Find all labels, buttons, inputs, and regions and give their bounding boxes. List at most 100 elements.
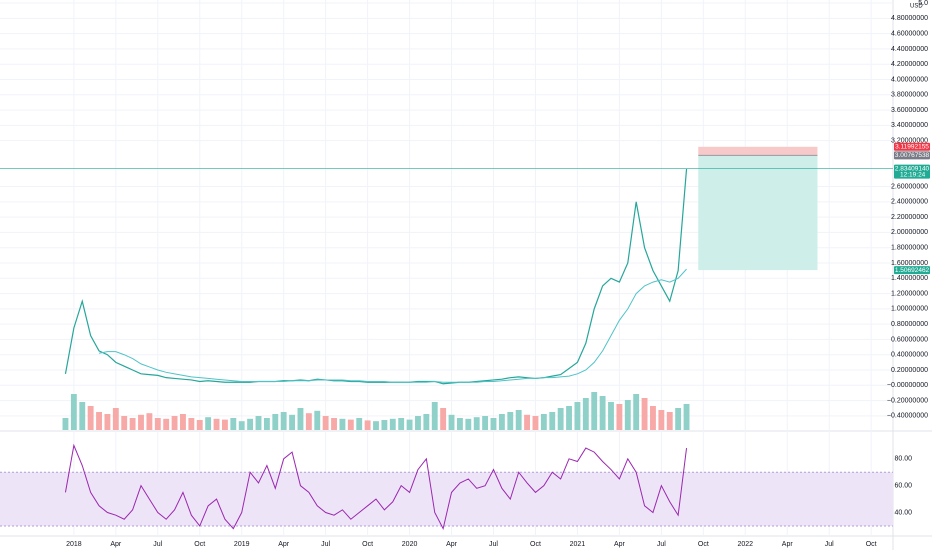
x-tick-label: Jul [153,541,162,548]
x-tick-label: Jul [489,541,498,548]
y-tick-label: 2.20000000 [891,214,928,221]
volume-bar [364,420,371,430]
target-tag-label: 1.50692462 [895,267,930,274]
rsi-tick-label: 40.00 [894,509,912,516]
volume-bar [406,419,413,430]
y-tick-label: 4.60000000 [891,30,928,37]
volume-bar [280,412,287,430]
volume-bar [154,418,161,430]
volume-bar [339,418,346,430]
y-tick-label: 1.80000000 [891,245,928,252]
volume-bar [658,410,665,430]
y-tick-label: 1.60000000 [891,260,928,267]
volume-bar [347,419,354,430]
volume-bar [322,416,329,430]
volume-bar [96,412,102,430]
volume-bar [297,408,304,430]
volume-bar [582,398,589,430]
volume-bar [87,406,94,430]
volume-bar [683,404,690,430]
x-tick-label: 2021 [570,541,586,548]
volume-bar [163,418,170,430]
x-tick-label: Oct [866,541,877,548]
volume-bar [79,402,86,430]
volume-bar [180,414,186,430]
x-tick-label: Apr [110,541,122,548]
volume-bar [624,400,631,430]
volume-bar [398,418,405,430]
volume-bar [171,416,178,430]
y-tick-label: 0.60000000 [891,336,928,343]
volume-bar [448,414,455,430]
y-tick-label: 0.80000000 [891,321,928,328]
volume-bar [230,418,237,430]
volume-bar [331,418,337,430]
volume-bar [557,408,564,430]
x-tick-label: 2018 [66,541,82,548]
rsi-tick-label: 60.00 [894,483,912,490]
volume-bar [616,404,623,430]
y-tick-label: 4.80000000 [891,15,928,22]
y-tick-label: 3.40000000 [891,122,928,129]
volume-bar [490,418,497,430]
x-tick-label: Apr [782,541,794,548]
y-tick-label: 1.20000000 [891,290,928,297]
y-tick-label: −0.00000000 [887,382,928,389]
x-tick-label: Oct [362,541,373,548]
volume-bar [641,398,648,430]
stop-tag-label: 3.11992155 [895,144,929,151]
volume-bar [507,412,514,430]
y-tick-label: 3.80000000 [891,92,928,99]
y-tick-label: 4.00000000 [891,76,928,83]
x-tick-label: 2019 [234,541,250,548]
volume-bar [574,402,581,430]
volume-bar [591,392,598,430]
stop-tag [894,142,930,151]
volume-bar [666,412,673,430]
y-tick-label: 2.60000000 [891,183,928,190]
volume-bar [423,414,430,430]
volume-bar [675,408,682,430]
volume-bar [289,414,296,430]
volume-bar [532,416,539,430]
y-tick-label: 0.20000000 [891,367,928,374]
x-tick-label: 2020 [402,541,418,548]
y-tick-label: 2.40000000 [891,199,928,206]
y-tick-label: 3.20000000 [891,138,928,145]
target-tag [894,266,930,275]
y-tick-label: 4.40000000 [891,46,928,53]
volume-bar [608,402,614,430]
x-tick-label: 2022 [737,541,753,548]
volume-bar [70,394,77,430]
entry-tag [894,151,930,160]
volume-bar [213,418,220,430]
volume-bar [138,414,144,430]
volume-bar [272,414,279,430]
y-tick-label: 5.0 [918,0,928,7]
volume-bar [305,413,312,430]
volume-bar [456,418,463,430]
volume-bar [415,416,421,430]
volume-bar [566,406,572,430]
y-tick-label: 0.40000000 [891,352,928,359]
y-tick-label: 1.40000000 [891,275,928,282]
volume-bar [255,416,262,430]
volume-bar [633,394,640,430]
volume-bar [205,417,212,430]
volume-bar [373,421,379,430]
volume-bar [549,412,556,430]
y-tick-label: 1.00000000 [891,306,928,313]
stop-zone [698,146,818,156]
volume-bar [524,414,531,430]
volume-bar [188,418,195,430]
x-tick-label: Oct [194,541,205,548]
volume-bar [356,418,363,430]
volume-bar [263,418,270,430]
volume-bar [121,416,128,430]
volume-bar [314,410,321,430]
x-tick-label: Jul [825,541,834,548]
x-tick-label: Apr [278,541,290,548]
volume-bar [238,421,245,430]
volume-bar [473,417,480,430]
